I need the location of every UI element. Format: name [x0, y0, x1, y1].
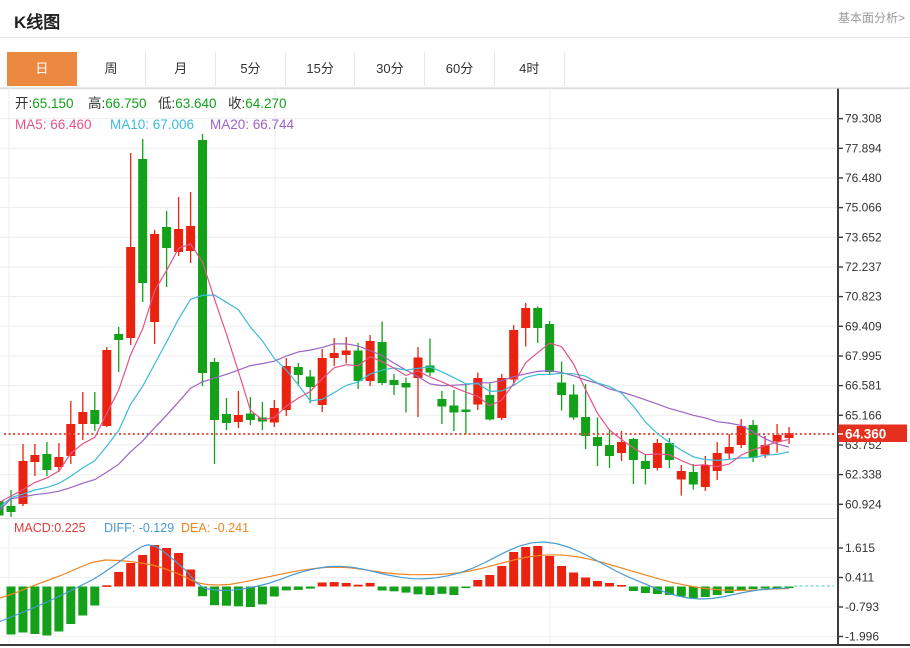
svg-text:0.411: 0.411 [845, 571, 874, 585]
svg-text:69.409: 69.409 [845, 319, 882, 333]
svg-text:66.581: 66.581 [845, 379, 882, 393]
svg-text:70.823: 70.823 [845, 290, 882, 304]
svg-text:65.166: 65.166 [845, 408, 882, 422]
svg-text:-1.996: -1.996 [845, 630, 879, 644]
svg-text:73.652: 73.652 [845, 230, 882, 244]
svg-text:67.995: 67.995 [845, 349, 882, 363]
svg-text:76.480: 76.480 [845, 171, 882, 185]
svg-text:77.894: 77.894 [845, 141, 882, 155]
svg-text:75.066: 75.066 [845, 201, 882, 215]
svg-text:72.237: 72.237 [845, 260, 882, 274]
svg-text:62.338: 62.338 [845, 468, 882, 482]
svg-text:-0.793: -0.793 [845, 600, 879, 614]
svg-text:79.308: 79.308 [845, 112, 882, 126]
svg-text:64.360: 64.360 [845, 427, 886, 442]
svg-text:1.615: 1.615 [845, 541, 875, 555]
svg-text:60.924: 60.924 [845, 497, 882, 511]
